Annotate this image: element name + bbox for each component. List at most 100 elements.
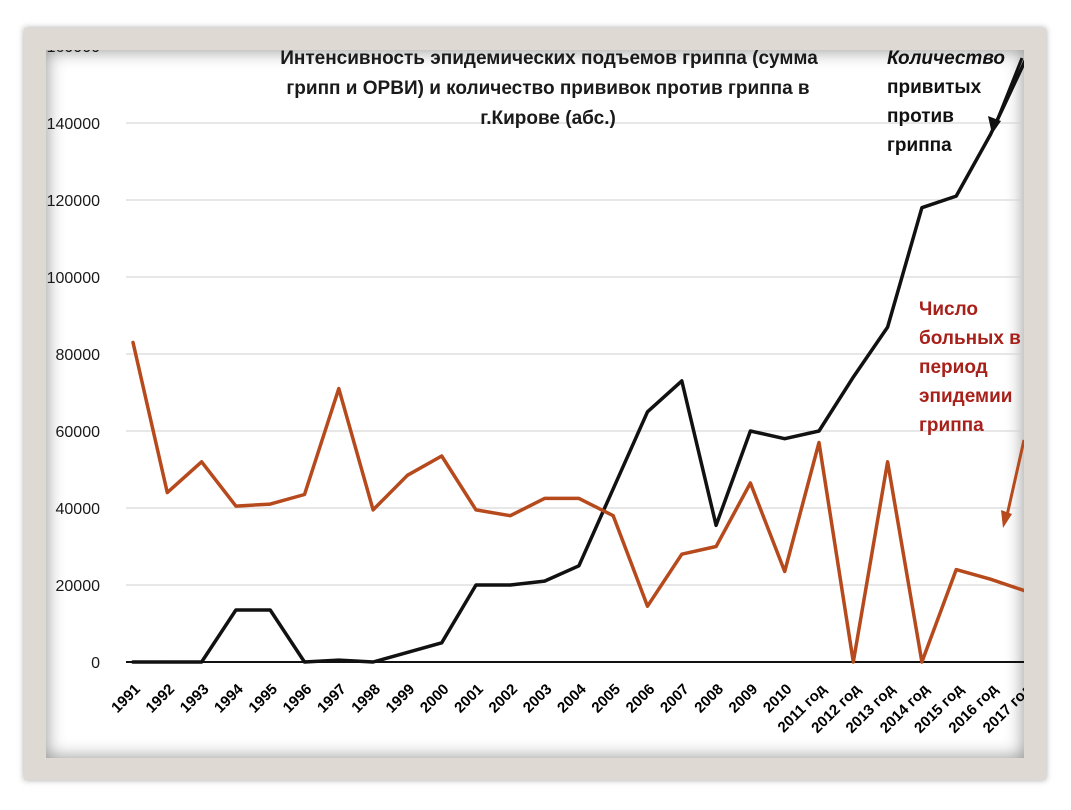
annotation-sick-line-5: гриппа	[919, 415, 984, 436]
y-tick-label: 120000	[47, 193, 100, 210]
series-2-point	[235, 505, 237, 507]
x-tick-label: 1997	[314, 681, 350, 717]
series-1-point	[578, 564, 580, 567]
x-tick-label: 2008	[691, 681, 727, 717]
series-2-point	[681, 553, 683, 555]
series-2-point	[509, 514, 512, 517]
series-2-point	[886, 461, 889, 463]
annotation-vaccinated-line-3: против	[887, 106, 954, 127]
series-2-point	[269, 503, 271, 505]
series-1-point	[783, 437, 786, 440]
series-2-point	[646, 605, 649, 607]
x-tick-label: 2002	[486, 681, 522, 717]
y-axis-ticks: 0 20000 40000 60000 80000 100000 120000 140000 1…	[47, 50, 100, 672]
x-tick-label: 2007	[657, 681, 693, 717]
series-2-point	[852, 661, 855, 663]
annotation-vaccinated: Количество привитых против гриппа	[887, 50, 1024, 156]
series-2-point	[406, 474, 409, 477]
series-1-point	[955, 195, 957, 197]
series-2-point	[749, 482, 752, 484]
series-1-point	[543, 580, 546, 582]
series-2-point	[955, 568, 957, 571]
arrow-vaccinated-head	[988, 116, 1001, 134]
y-tick-label: 80000	[56, 347, 101, 364]
series-2-point	[783, 570, 786, 573]
series-1-point	[681, 380, 683, 382]
x-tick-label: 2005	[588, 681, 624, 717]
x-tick-label: 2009	[726, 681, 762, 717]
series-1-point	[852, 376, 855, 378]
series-2-point	[715, 545, 717, 548]
y-tick-label: 140000	[47, 116, 100, 133]
series-2-point	[921, 661, 923, 663]
x-tick-label: 1999	[383, 681, 419, 717]
series-2-point	[612, 514, 614, 517]
series-2-point	[440, 455, 443, 457]
arrow-sick-head	[1001, 510, 1012, 528]
y-tick-label: 20000	[56, 578, 101, 595]
series-1-point	[886, 326, 889, 328]
annotation-sick-line-1: Число	[919, 299, 978, 320]
y-tick-label: 100000	[47, 270, 100, 287]
line-chart: 0 20000 40000 60000 80000 100000 120000 140000 1…	[47, 50, 1024, 737]
y-tick-label: 160000	[47, 50, 100, 56]
series-2-point	[132, 341, 134, 344]
series-1-point	[646, 410, 649, 413]
title-line-1: Интенсивность эпидемических подъемов гри…	[280, 50, 818, 69]
x-tick-label: 1991	[108, 681, 144, 717]
series-1-point	[440, 641, 443, 644]
chart-panel: 0 20000 40000 60000 80000 100000 120000 140000 1…	[46, 50, 1024, 758]
series-2-point	[543, 497, 546, 500]
arrow-sick-shaft	[1004, 439, 1024, 521]
series-1-point	[200, 661, 203, 663]
series-1-point	[166, 661, 169, 663]
series-1-point	[338, 659, 340, 661]
series-1-point	[921, 206, 923, 209]
series-2-point	[166, 491, 169, 494]
x-tick-label: 1995	[245, 681, 281, 717]
series-1-point	[303, 661, 306, 663]
x-tick-label: 2006	[623, 681, 659, 717]
series-1-point	[989, 133, 992, 136]
x-tick-label: 1998	[348, 681, 384, 717]
series-2-point	[475, 509, 477, 511]
title-line-2: грипп и ОРВИ) и количество прививок прот…	[286, 78, 809, 99]
x-tick-label: 2003	[520, 681, 556, 717]
series-1-point	[132, 661, 134, 663]
series-2-point	[372, 509, 374, 511]
series-1-point	[818, 430, 820, 432]
y-tick-label: 0	[91, 655, 100, 672]
annotation-vaccinated-line-4: гриппа	[887, 135, 952, 156]
x-tick-label: 1996	[280, 681, 316, 717]
series-line-2	[131, 340, 1024, 664]
series-2-point	[200, 461, 203, 463]
x-tick-label: 1992	[143, 681, 179, 717]
series-2-point	[818, 441, 820, 444]
series-1-point	[269, 609, 271, 611]
series-lines	[131, 59, 1024, 664]
annotation-sick-line-4: эпидемии	[919, 386, 1012, 407]
annotation-sick-line-3: период	[919, 357, 988, 378]
x-axis-ticks: 1991199219931994199519961997199819992000…	[108, 680, 1024, 736]
annotation-vaccinated-line-1: Количество	[887, 50, 1005, 69]
y-tick-label: 60000	[56, 424, 101, 441]
x-tick-label: 2000	[417, 681, 453, 717]
annotation-sick: Число больных в период эпидемии гриппа	[919, 299, 1024, 528]
series-2-point	[303, 493, 306, 496]
x-tick-label: 1994	[211, 680, 247, 716]
series-1-point	[509, 584, 512, 586]
series-1-point	[612, 487, 614, 490]
arrow-vaccinated-shaft	[992, 57, 1024, 129]
gridlines	[126, 122, 1024, 663]
series-2-point	[578, 497, 580, 500]
annotation-vaccinated-line-2: привитых	[887, 77, 982, 98]
series-1-point	[749, 430, 752, 432]
series-1-point	[235, 609, 237, 611]
x-tick-label: 2001	[451, 681, 487, 717]
y-tick-label: 40000	[56, 501, 101, 518]
annotation-sick-line-2: больных в	[919, 328, 1021, 349]
series-1-point	[372, 661, 374, 663]
x-tick-label: 2004	[554, 680, 590, 716]
series-2-point	[338, 387, 340, 390]
series-1-point	[406, 651, 409, 654]
